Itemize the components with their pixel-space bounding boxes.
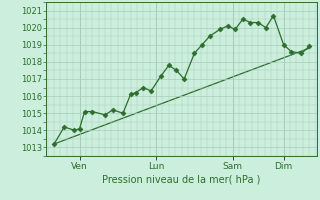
X-axis label: Pression niveau de la mer( hPa ): Pression niveau de la mer( hPa ): [102, 175, 261, 185]
